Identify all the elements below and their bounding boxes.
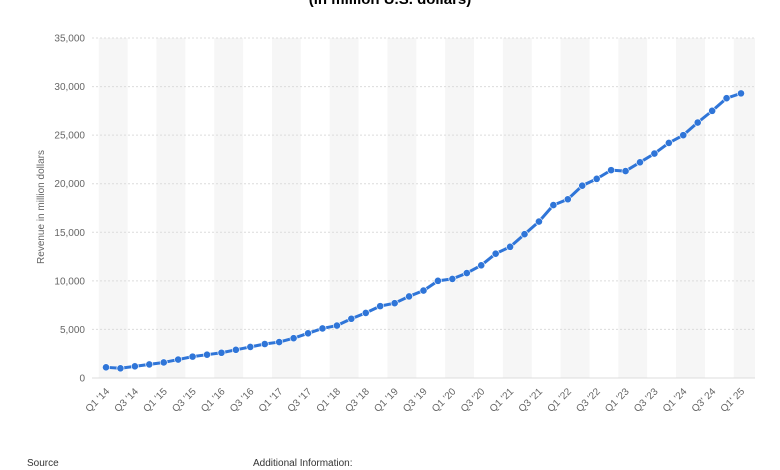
x-tick-label: Q1 '15 xyxy=(141,386,170,415)
x-tick-label: Q1 '24 xyxy=(661,386,690,415)
data-point[interactable] xyxy=(318,324,327,333)
data-point[interactable] xyxy=(275,338,284,346)
x-tick-label: Q3 '22 xyxy=(574,386,603,415)
x-tick-label: Q3 '20 xyxy=(459,386,488,415)
x-tick-label: Q1 '14 xyxy=(84,386,113,415)
data-point[interactable] xyxy=(376,302,385,311)
y-tick-label: 20,000 xyxy=(54,179,85,190)
x-tick-label: Q3 '15 xyxy=(170,386,199,415)
data-point[interactable] xyxy=(448,275,457,283)
gridlines xyxy=(92,37,755,379)
x-tick-label: Q3' 24 xyxy=(690,386,719,415)
y-tick-label: 25,000 xyxy=(54,131,85,142)
background-band xyxy=(676,38,705,378)
x-tick-label: Q1' 25 xyxy=(719,386,748,415)
data-point[interactable] xyxy=(419,286,428,295)
data-point[interactable] xyxy=(333,321,341,330)
x-tick-label: Q1 '21 xyxy=(488,386,517,415)
data-point[interactable] xyxy=(693,118,702,127)
data-point[interactable] xyxy=(174,355,183,364)
data-point[interactable] xyxy=(462,269,471,277)
data-point[interactable] xyxy=(708,106,717,115)
data-point[interactable] xyxy=(664,139,673,147)
x-tick-label: Q3 '16 xyxy=(228,386,257,415)
x-tick-label: Q1 '19 xyxy=(372,386,401,415)
data-point[interactable] xyxy=(679,131,688,140)
x-tick-label: Q3 '21 xyxy=(517,386,546,415)
data-point[interactable] xyxy=(347,314,356,323)
data-point[interactable] xyxy=(289,334,298,343)
background-band xyxy=(733,38,755,378)
x-tick-label: Q1 '22 xyxy=(546,386,575,415)
data-point[interactable] xyxy=(405,292,413,301)
x-tick-label: Q1 '17 xyxy=(257,386,286,415)
x-tick-label: Q3 '18 xyxy=(343,386,372,415)
data-point[interactable] xyxy=(592,174,601,183)
y-tick-label: 15,000 xyxy=(54,228,85,239)
y-tick-label: 0 xyxy=(79,374,85,385)
background-band xyxy=(618,38,648,378)
data-point[interactable] xyxy=(636,158,644,167)
background-band xyxy=(271,38,301,378)
data-point[interactable] xyxy=(477,261,486,270)
additional-information-label[interactable]: Additional Information: xyxy=(253,458,353,469)
data-point[interactable] xyxy=(130,362,139,371)
data-point[interactable] xyxy=(621,167,630,175)
x-tick-label: Q3 '14 xyxy=(113,386,142,415)
data-points xyxy=(102,89,745,373)
data-point[interactable] xyxy=(549,201,558,209)
x-tick-label: Q3 '17 xyxy=(286,386,315,415)
x-tick-label: Q1 '18 xyxy=(315,386,344,415)
chart-title: (in million U.S. dollars) xyxy=(0,0,780,8)
x-tick-label: Q1 '16 xyxy=(199,386,228,415)
data-point[interactable] xyxy=(737,89,745,98)
data-point[interactable] xyxy=(231,345,240,354)
data-point[interactable] xyxy=(520,230,529,239)
data-point[interactable] xyxy=(116,364,125,373)
data-point[interactable] xyxy=(102,363,110,372)
data-point[interactable] xyxy=(607,166,616,175)
y-axis-ticks: 0 5,000 10,000 15,000 20,000 25,000 30,000 35,0… xyxy=(54,34,85,385)
data-point[interactable] xyxy=(563,195,572,204)
x-tick-label: Q3 '23 xyxy=(632,386,661,415)
data-point[interactable] xyxy=(217,348,226,357)
data-point[interactable] xyxy=(260,340,269,348)
data-point[interactable] xyxy=(159,358,168,367)
data-point[interactable] xyxy=(491,249,500,258)
data-point[interactable] xyxy=(145,360,154,369)
background-band xyxy=(156,38,186,378)
data-point[interactable] xyxy=(203,350,211,359)
background-band xyxy=(445,38,475,378)
y-tick-label: 30,000 xyxy=(54,82,85,93)
data-point[interactable] xyxy=(390,299,399,308)
data-point[interactable] xyxy=(188,352,197,361)
data-point[interactable] xyxy=(304,329,312,338)
x-axis-ticks: Q1 '14 Q3 '14 Q1 '15 Q3 '15 Q1 '16 Q3 '16 Q1 '… xyxy=(84,386,748,415)
x-tick-label: Q1 '20 xyxy=(430,386,459,415)
background-band xyxy=(214,38,244,378)
data-point[interactable] xyxy=(722,94,731,103)
y-tick-label: 10,000 xyxy=(54,276,85,287)
background-band xyxy=(387,38,417,378)
source-label[interactable]: Source xyxy=(27,458,59,469)
x-tick-label: Q3 '19 xyxy=(401,386,430,415)
y-tick-label: 35,000 xyxy=(54,34,85,45)
y-tick-label: 5,000 xyxy=(60,325,85,336)
background-band xyxy=(560,38,590,378)
data-point[interactable] xyxy=(506,242,514,251)
background-bands xyxy=(98,38,755,378)
background-band xyxy=(502,38,532,378)
data-point[interactable] xyxy=(535,217,543,226)
data-point[interactable] xyxy=(650,149,659,158)
data-point[interactable] xyxy=(578,181,587,190)
background-band xyxy=(98,38,128,378)
y-axis-label: Revenue in million dollars xyxy=(36,150,47,264)
x-tick-label: Q1 '23 xyxy=(603,386,632,415)
data-point[interactable] xyxy=(246,343,255,351)
data-point[interactable] xyxy=(434,276,442,285)
data-point[interactable] xyxy=(361,309,370,317)
